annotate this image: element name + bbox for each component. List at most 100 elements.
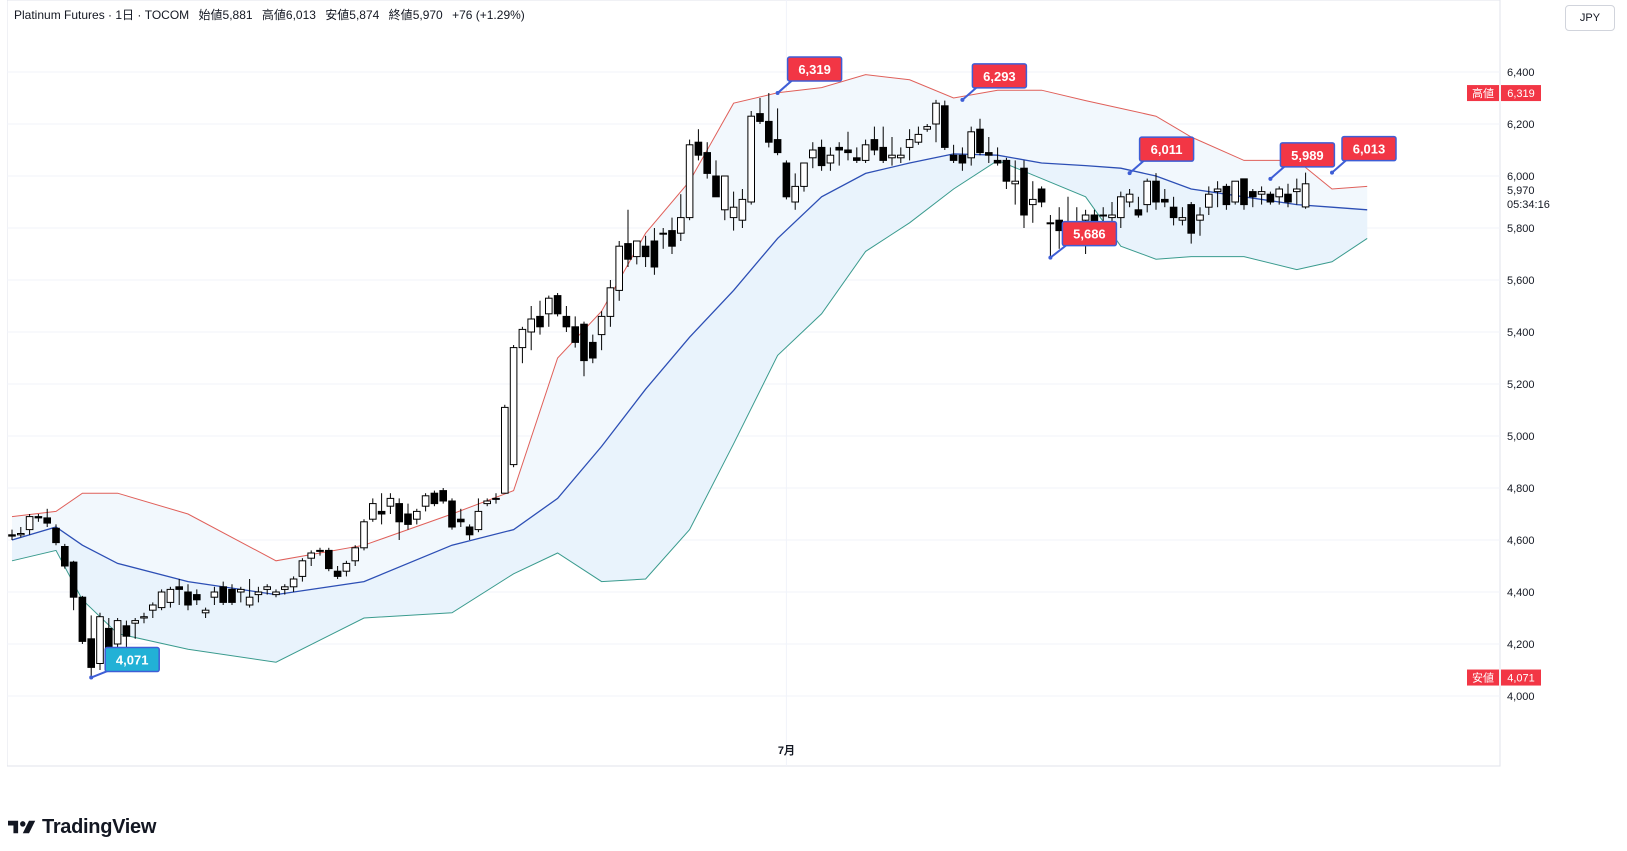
candle-down [61,546,69,567]
candle-down [228,588,236,603]
candle-down [756,113,764,122]
candle-down [870,139,879,151]
axis-marker-tag [1467,85,1499,102]
candle-up [1046,222,1055,225]
candle-up [888,154,896,159]
band-inner-fill [12,153,1368,663]
candle-up [685,144,694,219]
callout-anchor-dot [1330,170,1334,175]
candle-up [1205,193,1213,208]
candle-down [404,513,412,525]
brand-name: TradingView [42,815,157,838]
candle-up [1099,214,1108,217]
candle-down [34,516,43,519]
price-tick-label: 4,000 [1507,691,1535,703]
candle-up [263,586,271,590]
price-callout-label: 6,011 [1151,142,1183,157]
candle-up [509,347,518,466]
price-tick-label: 5,800 [1507,223,1535,235]
candle-down [1037,188,1046,203]
candle-up [360,521,368,549]
candle-down [122,625,131,637]
callout-anchor-dot [1048,255,1053,260]
price-callout-label: 5,989 [1291,148,1324,163]
candle-up [1029,198,1037,206]
price-tick-label: 6,400 [1507,67,1535,79]
candle-down [782,162,791,198]
candle-up [1196,214,1204,221]
candle-down [949,154,958,161]
candle-up [157,591,166,609]
candle-up [201,609,210,614]
candle-up [140,616,148,619]
candle-up [131,620,140,624]
price-tick-label: 4,200 [1507,639,1535,651]
candle-up [1178,217,1187,221]
candle-up [905,139,914,148]
candle-down [1240,178,1248,206]
candle-down [333,570,342,577]
candle-up [1301,183,1310,208]
symbol-legend: Platinum Futures · 1日 · TOCOM 始値5,881 高値… [14,6,531,23]
candle-down [976,128,984,154]
candle-up [386,497,395,507]
candle-down [448,500,456,528]
candle-up [25,516,34,531]
brand-logo[interactable]: TradingView [8,814,156,840]
candle-up [747,115,756,203]
candle-down [1249,191,1257,198]
candle-down [853,157,861,161]
lower-band-line [11,159,1368,663]
candle-down [589,341,597,359]
price-tick-label: 4,800 [1507,483,1535,495]
candle-down [844,149,852,154]
currency-button[interactable]: JPY [1565,5,1615,31]
candle-down [765,120,773,143]
candle-up [237,588,245,593]
candle-down [668,230,676,247]
axis-marker-label: 高値 [1472,86,1494,100]
callout-anchor-dot [89,675,94,680]
price-callout-box [1341,135,1397,162]
candle-down [43,517,52,524]
price-tick-label: 5,000 [1507,431,1535,443]
candle-up [210,591,219,598]
candle-up [800,162,808,187]
price-chart[interactable]: 4,000 4,200 4,400 4,600 4,800 5,000 5,200 5,400… [7,0,1627,798]
low-value: 5,874 [349,8,380,22]
axis-marker-label: 安値 [1472,671,1494,685]
open-label: 始値 [198,8,223,22]
candle-up [914,133,923,143]
basis-line [11,153,1368,596]
high-value-group: 高値6,013 [262,8,316,22]
candle-down [1187,204,1196,234]
candle-up [545,297,553,315]
price-callout-box [971,63,1028,89]
candle-down [958,154,967,164]
candle-down [712,175,720,198]
candle-up [606,287,615,317]
candle-down [1284,193,1292,203]
candle-up [492,497,500,500]
price-tick-label: 6,200 [1507,119,1535,131]
change-value: +76 (+1.29%) [452,8,525,22]
price-tick-label: 6,000 [1507,171,1535,183]
axis-marker-tag [1467,669,1499,686]
price-callout-box [1138,136,1195,162]
axis-marker-value-box [1501,85,1541,102]
symbol-title: Platinum Futures · 1日 · TOCOM [14,8,190,22]
candle-down [773,139,782,154]
candle-up [307,552,315,559]
high-value: 6,013 [285,8,316,22]
candle-down [1222,185,1231,206]
candle-up [413,510,421,520]
candle-up [721,175,729,211]
callout-anchor-dot [960,97,965,102]
candle-up [923,126,932,130]
candle-down [941,105,949,148]
candle-up [597,315,606,336]
candle-down [1152,180,1160,203]
candle-up [289,578,298,588]
time-tick-label: 7月 [778,744,795,757]
callout-anchor-dot [1127,171,1132,176]
